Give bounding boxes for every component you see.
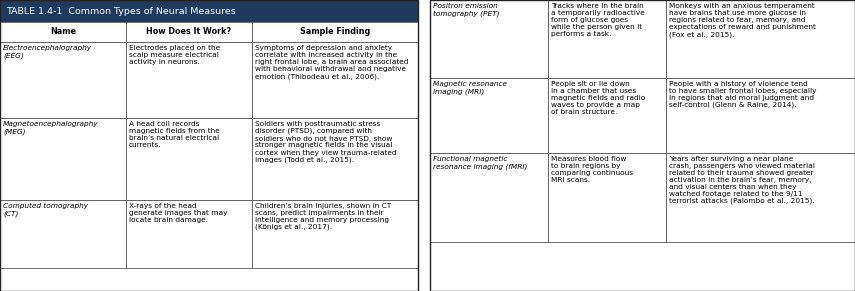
Bar: [548, 78, 666, 153]
Text: Monkeys with an anxious temperament
have brains that use more glucose in
regions: Monkeys with an anxious temperament have…: [669, 3, 816, 38]
Text: Children’s brain injuries, shown in CT
scans, predict impairments in their
intel: Children’s brain injuries, shown in CT s…: [255, 203, 392, 230]
Bar: [126, 200, 252, 268]
Bar: [0, 118, 126, 200]
Text: How Does It Work?: How Does It Work?: [146, 28, 232, 36]
Text: Positron emission
tomography (PET): Positron emission tomography (PET): [433, 3, 499, 17]
Bar: [548, 153, 666, 242]
Bar: [126, 118, 252, 200]
Text: Sample Finding: Sample Finding: [300, 28, 370, 36]
Text: Years after surviving a near plane
crash, passengers who viewed material
related: Years after surviving a near plane crash…: [669, 156, 815, 205]
Bar: [252, 200, 418, 268]
Bar: [252, 118, 418, 200]
Text: Magnetoencephalography
(MEG): Magnetoencephalography (MEG): [3, 121, 98, 135]
Text: People sit or lie down
in a chamber that uses
magnetic fields and radio
waves to: People sit or lie down in a chamber that…: [551, 81, 646, 115]
Bar: [430, 0, 855, 291]
Text: Functional magnetic
resonance imaging (fMRI): Functional magnetic resonance imaging (f…: [433, 156, 528, 170]
Bar: [252, 42, 418, 118]
Text: Magnetic resonance
imaging (MRI): Magnetic resonance imaging (MRI): [433, 81, 507, 95]
Bar: [0, 0, 418, 291]
Text: Computed tomography
(CT): Computed tomography (CT): [3, 203, 88, 217]
Text: Tracks where in the brain
a temporarily radioactive
form of glucose goes
while t: Tracks where in the brain a temporarily …: [551, 3, 645, 37]
Bar: [126, 22, 252, 42]
Bar: [0, 200, 126, 268]
Text: Soldiers with posttraumatic stress
disorder (PTSD), compared with
soldiers who d: Soldiers with posttraumatic stress disor…: [255, 121, 397, 163]
Bar: [0, 42, 126, 118]
Bar: [252, 22, 418, 42]
Bar: [430, 0, 548, 78]
Text: A head coil records
magnetic fields from the
brain’s natural electrical
currents: A head coil records magnetic fields from…: [129, 121, 220, 148]
Bar: [0, 22, 126, 42]
Bar: [0, 0, 418, 22]
Text: Electroencephalography
(EEG): Electroencephalography (EEG): [3, 45, 92, 58]
Text: Name: Name: [50, 28, 76, 36]
Text: Measures blood flow
to brain regions by
comparing continuous
MRI scans.: Measures blood flow to brain regions by …: [551, 156, 633, 183]
Bar: [666, 153, 855, 242]
Bar: [430, 153, 548, 242]
Text: X-rays of the head
generate images that may
locate brain damage.: X-rays of the head generate images that …: [129, 203, 227, 223]
Text: Electrodes placed on the
scalp measure electrical
activity in neurons.: Electrodes placed on the scalp measure e…: [129, 45, 220, 65]
Text: Symptoms of depression and anxiety
correlate with increased activity in the
righ: Symptoms of depression and anxiety corre…: [255, 45, 409, 79]
Bar: [430, 78, 548, 153]
Text: TABLE 1.4-1  Common Types of Neural Measures: TABLE 1.4-1 Common Types of Neural Measu…: [6, 6, 236, 15]
Bar: [548, 0, 666, 78]
Bar: [666, 78, 855, 153]
Bar: [666, 0, 855, 78]
Bar: [126, 42, 252, 118]
Text: People with a history of violence tend
to have smaller frontal lobes, especially: People with a history of violence tend t…: [669, 81, 817, 109]
